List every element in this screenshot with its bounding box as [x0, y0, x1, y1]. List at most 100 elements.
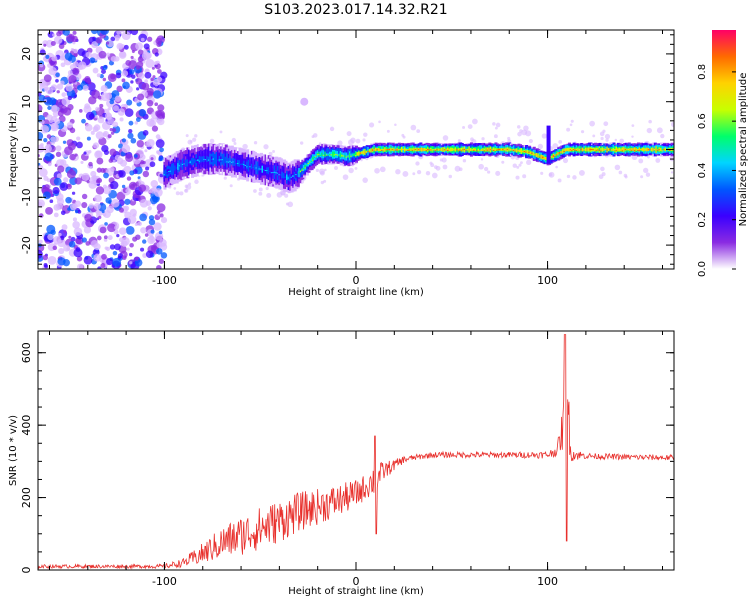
- noise-blob: [119, 51, 126, 58]
- noise-blob: [136, 139, 145, 148]
- faint-blob: [540, 171, 544, 175]
- faint-blob: [589, 120, 595, 127]
- noise-blob: [66, 121, 74, 129]
- noise-blob: [94, 194, 102, 203]
- band-cell: [563, 148, 567, 153]
- band-cell: [633, 149, 637, 151]
- faint-blob: [492, 122, 496, 126]
- noise-blob: [84, 123, 93, 132]
- band-cell: [601, 149, 605, 151]
- faint-blob: [655, 158, 661, 163]
- noise-blob: [137, 56, 144, 63]
- band-cell: [319, 154, 323, 156]
- band-cell: [629, 149, 633, 151]
- band-cell: [168, 171, 172, 173]
- noise-blob: [152, 75, 156, 79]
- faint-blob: [379, 166, 386, 173]
- band-cell: [269, 170, 273, 172]
- noise-blob: [137, 93, 145, 101]
- band-cell: [164, 169, 168, 176]
- faint-blob: [320, 180, 325, 185]
- band-cell: [633, 147, 637, 152]
- band-cell: [195, 159, 199, 162]
- noise-blob: [138, 184, 147, 192]
- band-cell: [577, 149, 581, 151]
- noise-blob: [118, 44, 123, 49]
- faint-blob: [522, 174, 527, 179]
- faint-blob: [600, 166, 605, 172]
- noise-blob: [112, 128, 117, 133]
- noise-blob: [59, 182, 69, 191]
- band-cell: [253, 164, 257, 170]
- faint-blob: [656, 127, 663, 134]
- noise-blob: [100, 263, 106, 269]
- faint-blob: [263, 144, 269, 150]
- band-cell: [330, 151, 334, 157]
- band-cell: [214, 159, 218, 161]
- noise-blob: [107, 117, 115, 125]
- faint-blob: [457, 139, 461, 143]
- faint-blob: [578, 169, 585, 176]
- faint-blob: [507, 136, 511, 141]
- band-cell: [324, 154, 328, 156]
- band-cell: [174, 168, 178, 170]
- noise-blob: [51, 55, 58, 62]
- noise-blob: [50, 115, 58, 123]
- noise-blob: [155, 197, 159, 201]
- noise-blob: [156, 264, 162, 269]
- band-cell: [538, 156, 542, 158]
- noise-blob: [97, 266, 102, 269]
- band-cell: [515, 150, 519, 152]
- noise-blob: [61, 92, 67, 98]
- band-cell: [425, 150, 429, 152]
- noise-blob: [44, 144, 52, 153]
- band-cell: [477, 148, 481, 151]
- noise-blob: [65, 196, 72, 204]
- noise-blob: [156, 41, 162, 48]
- band-cell: [259, 168, 263, 170]
- band-cell: [594, 149, 598, 151]
- noise-blob: [52, 245, 58, 251]
- band-cell: [422, 150, 426, 152]
- faint-blob: [402, 170, 409, 177]
- band-cell: [479, 148, 483, 151]
- noise-blob: [128, 120, 134, 126]
- colorbar-tick-label: 0.0: [697, 261, 708, 277]
- band-cell: [381, 148, 385, 151]
- band-cell: [264, 170, 268, 172]
- noise-blob: [53, 35, 63, 45]
- noise-blob: [117, 108, 126, 116]
- band-cell: [364, 152, 368, 154]
- band-cell: [543, 157, 547, 159]
- band-cell: [335, 153, 339, 155]
- faint-blob: [487, 170, 491, 174]
- band-cell: [232, 161, 236, 163]
- band-cell: [454, 147, 458, 152]
- noise-blob: [92, 67, 99, 74]
- band-cell: [603, 149, 607, 151]
- noise-blob: [127, 132, 134, 139]
- band-cell: [376, 149, 380, 151]
- noise-blob: [151, 125, 159, 132]
- noise-blob: [107, 73, 117, 82]
- band-cell: [361, 152, 365, 154]
- band-cell: [450, 150, 454, 152]
- faint-blob: [363, 132, 368, 137]
- noise-blob: [149, 187, 156, 194]
- noise-blob: [156, 110, 166, 119]
- band-cell: [646, 147, 650, 152]
- band-cell: [649, 148, 653, 151]
- band-cell: [370, 148, 374, 152]
- noise-blob: [126, 99, 133, 106]
- noise-blob: [83, 255, 93, 265]
- noise-blob: [88, 203, 94, 209]
- band-cell: [252, 163, 256, 171]
- band-cell: [473, 148, 477, 151]
- noise-blob: [82, 84, 89, 91]
- noise-blob: [131, 74, 136, 79]
- noise-blob: [86, 136, 91, 141]
- band-cell: [636, 150, 640, 152]
- faint-blob: [481, 137, 485, 141]
- faint-blob: [337, 140, 343, 146]
- band-cell: [566, 147, 570, 152]
